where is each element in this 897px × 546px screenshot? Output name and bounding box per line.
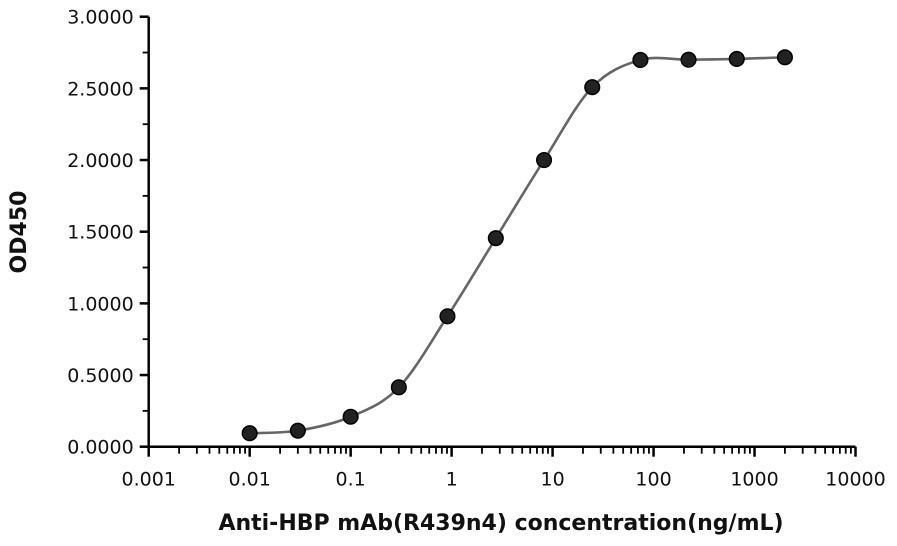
data-point [289,422,306,439]
y-tick-label: 1.0000 [67,293,133,315]
y-tick-label: 0.5000 [67,365,133,387]
y-axis-label: OD450 [7,191,32,274]
y-tick-label: 2.5000 [67,78,133,100]
y-tick-label: 1.5000 [67,222,133,244]
fit-curve [249,55,785,435]
x-tick-label: 0.001 [121,469,175,491]
y-tick-label: 0.0000 [67,437,133,459]
x-tick-label: 0.01 [229,469,271,491]
data-point [728,50,745,68]
data-point [487,230,504,247]
x-tick-label: 100 [635,469,671,491]
x-tick-label: 1 [446,469,458,491]
data-point [241,425,258,442]
data-point [632,51,649,69]
data-point [680,51,697,68]
data-point [535,151,553,169]
data-points [241,49,793,442]
x-axis-label: Anti-HBP mAb(R439n4) concentration(ng/mL… [218,511,783,536]
y-tick-label: 2.0000 [67,150,133,172]
x-tick-label: 1000 [730,469,778,491]
x-tick-label: 10 [540,469,564,491]
data-point [776,49,793,66]
data-point [439,308,456,325]
axes: 0.001 0.01 0.1 1 10 100 1000 10000 0.0000 0.5000 1… [67,7,886,491]
y-tick-label: 3.0000 [67,7,133,29]
x-tick-label: 0.1 [336,469,366,491]
x-tick-label: 10000 [825,469,885,491]
data-point [342,408,359,425]
data-point [584,79,601,96]
data-point [390,379,407,396]
